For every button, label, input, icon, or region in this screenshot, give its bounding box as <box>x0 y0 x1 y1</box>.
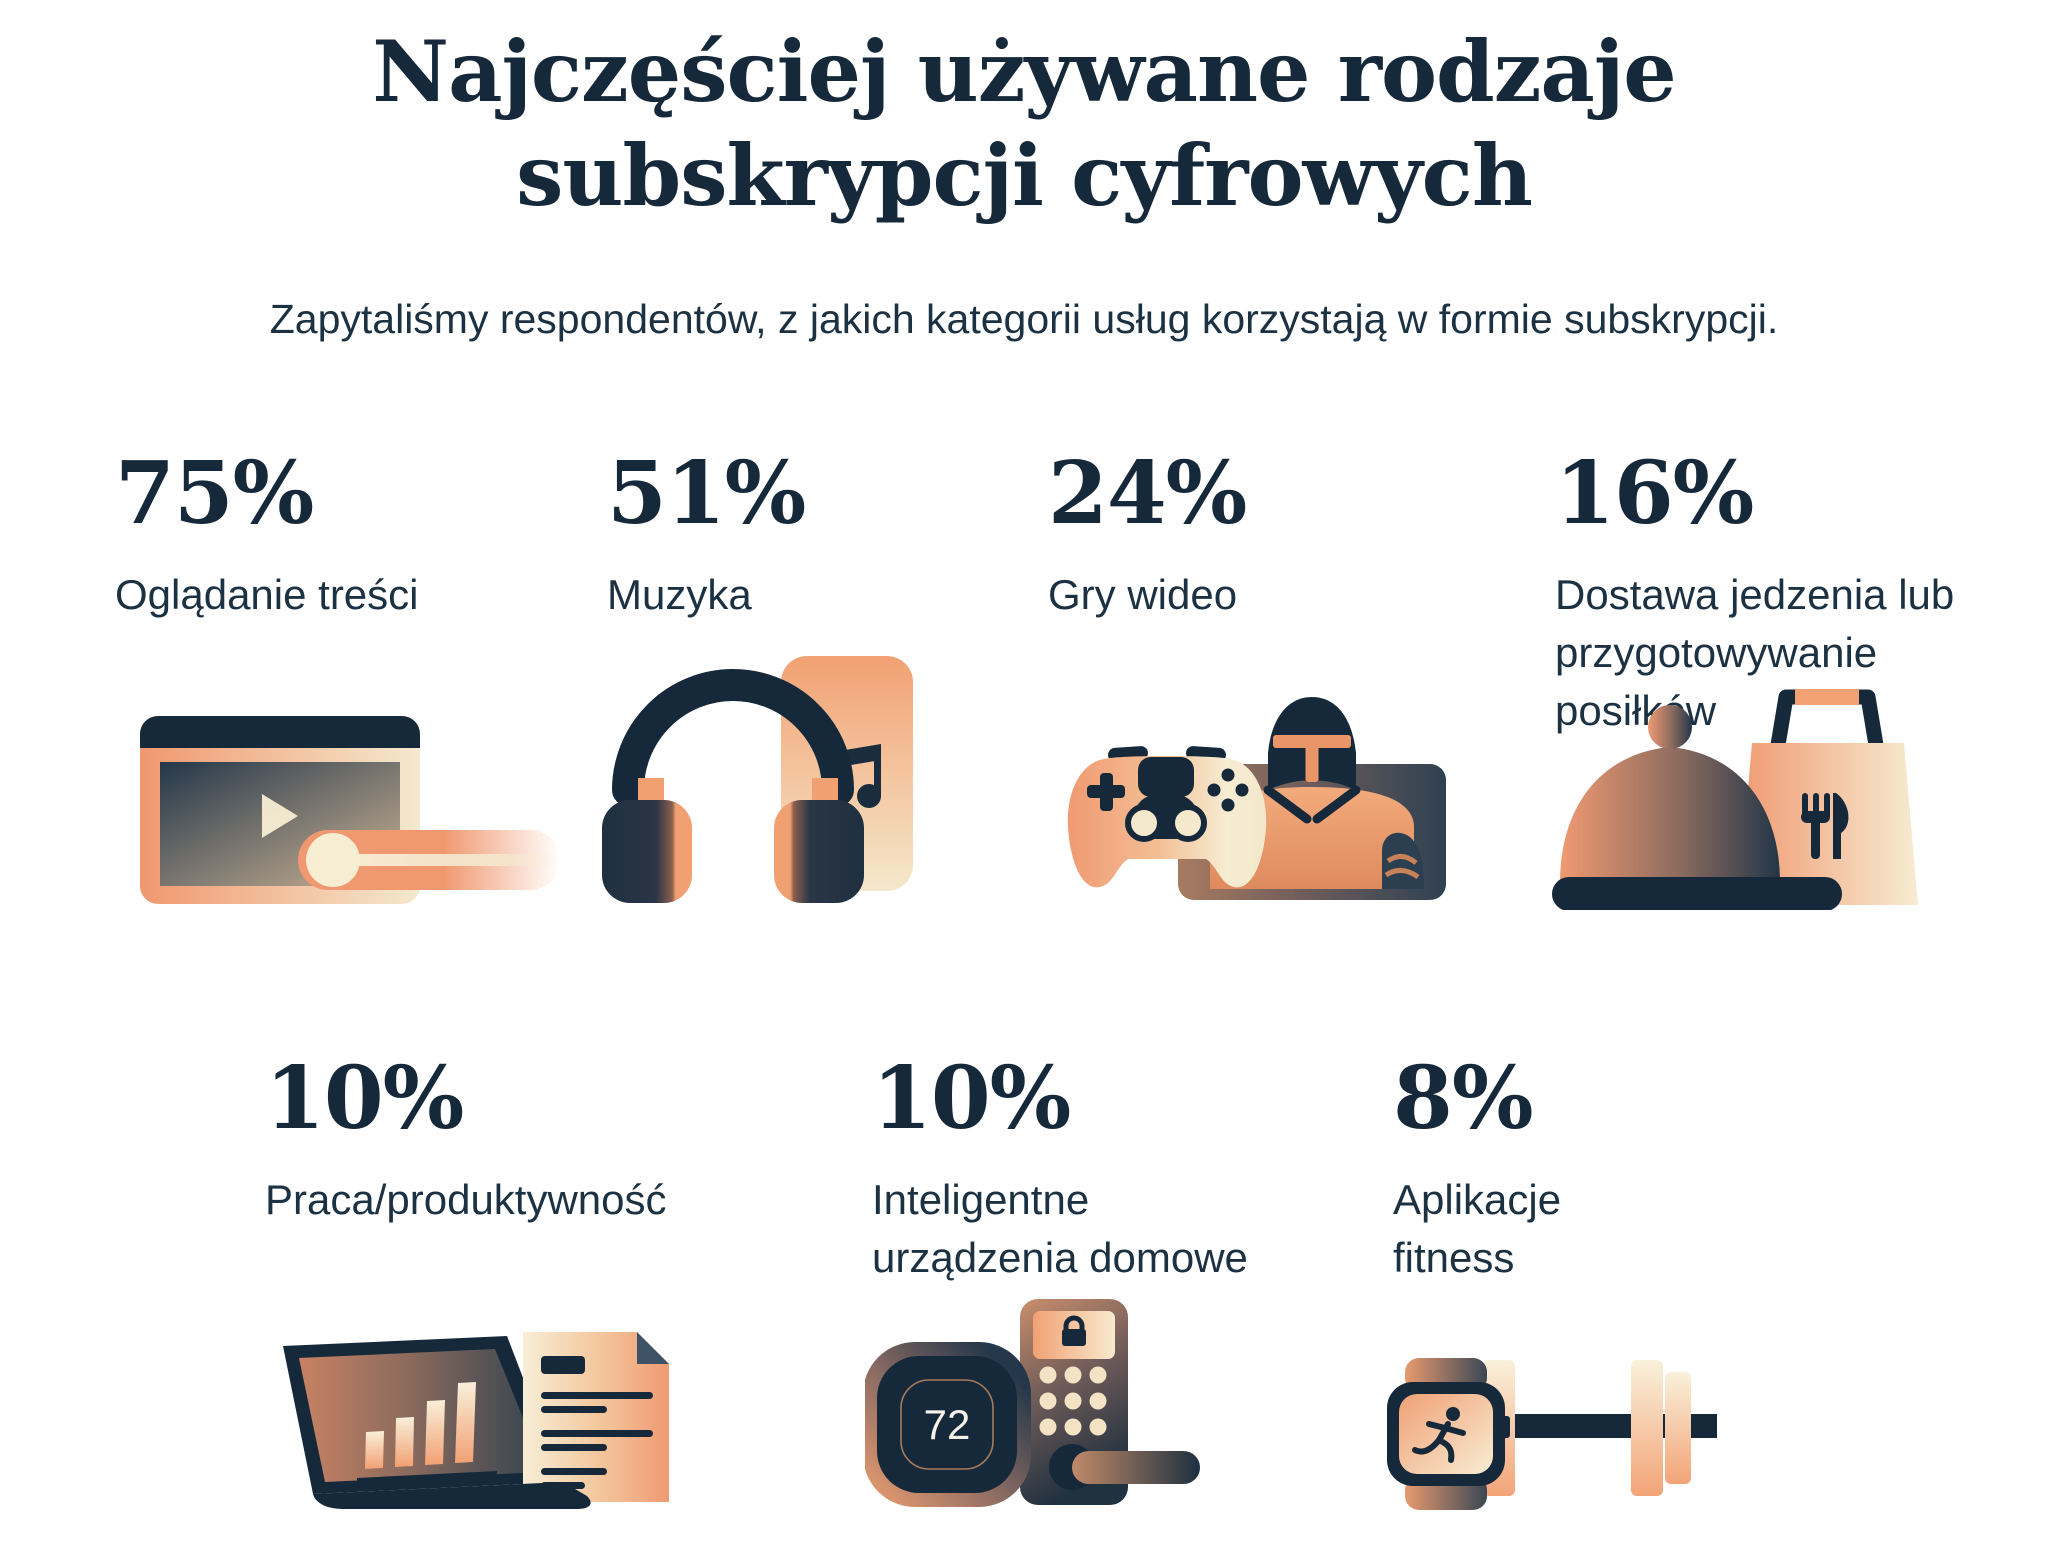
smart-lock <box>1020 1299 1200 1505</box>
stat-label: Muzyka <box>607 571 752 618</box>
stat-percent: 24% <box>1048 443 1247 544</box>
fork-knife-glyph <box>1801 793 1849 859</box>
thermostat-display: 72 <box>924 1401 971 1448</box>
controller-body <box>1067 746 1267 888</box>
laptop <box>283 1336 563 1494</box>
stat-video-games: 24% Gry wideo <box>1048 443 1247 624</box>
stat-work-productivity: 10% Praca/produktywność <box>265 1055 667 1229</box>
smartwatch <box>1387 1358 1510 1510</box>
stat-food-delivery: 16% Dostawa jedzenia lub przygotowywanie… <box>1555 450 1995 740</box>
stat-label: Gry wideo <box>1048 571 1238 618</box>
stat-percent: 75% <box>115 443 314 544</box>
stat-label: Praca/produktywność <box>265 1176 667 1223</box>
laptop-document-icon <box>283 1332 669 1509</box>
thermostat: 72 <box>865 1342 1031 1507</box>
stat-fitness-apps: 8% Aplikacje fitness <box>1393 1055 1663 1287</box>
stat-smart-home: 10% Inteligentne urządzenia domowe <box>872 1055 1252 1287</box>
document <box>523 1332 669 1502</box>
padlock-icon <box>1062 1315 1086 1346</box>
page-title-line1: Najczęściej używane rodzaje <box>372 22 1676 121</box>
stat-percent: 8% <box>1393 1048 1534 1149</box>
runner-glyph <box>1412 1407 1466 1463</box>
stat-percent: 10% <box>265 1048 464 1149</box>
cloche <box>1552 705 1842 910</box>
lock-handle-bar <box>1072 1451 1200 1484</box>
fitness-watch-dumbbell-icon <box>1387 1358 1717 1510</box>
headphones-music-icon <box>602 656 913 903</box>
video-player-icon <box>140 716 560 904</box>
game-controller-icon <box>1067 697 1446 900</box>
takeout-bag <box>1738 689 1918 905</box>
stat-watching-content: 75% Oglądanie treści <box>115 450 419 624</box>
stat-music: 51% Muzyka <box>607 443 806 624</box>
stat-label: Inteligentne urządzenia domowe <box>872 1176 1248 1281</box>
page-title: Najczęściej używane rodzaje subskrypcji … <box>0 20 2048 228</box>
smart-home-icon: 72 <box>865 1299 1200 1507</box>
stat-label: Oglądanie treści <box>115 571 419 618</box>
stat-label: Aplikacje fitness <box>1393 1176 1562 1281</box>
laptop-base <box>313 1482 591 1509</box>
page-subtitle: Zapytaliśmy respondentów, z jakich kateg… <box>269 296 1779 342</box>
stat-percent: 16% <box>1555 443 1754 544</box>
stat-percent: 51% <box>607 443 806 544</box>
keypad-dots <box>1039 1366 1107 1436</box>
stat-label: Dostawa jedzenia lub przygotowywanie pos… <box>1555 571 1955 734</box>
stat-percent: 10% <box>872 1048 1071 1149</box>
food-delivery-icon <box>1552 689 1918 910</box>
page-title-line2: subskrypcji cyfrowych <box>516 126 1533 225</box>
